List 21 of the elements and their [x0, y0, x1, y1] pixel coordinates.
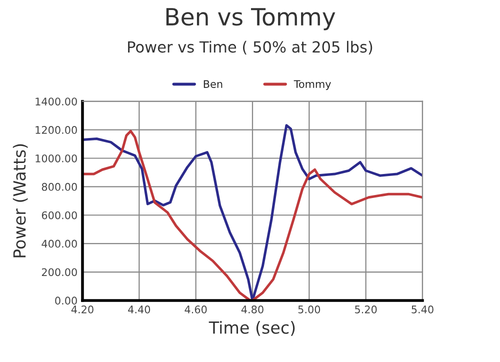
x-tick-label: 5.00	[298, 306, 320, 314]
x-axis-title: Time (sec)	[208, 320, 295, 336]
chart-title: Ben vs Tommy	[166, 8, 336, 30]
legend-label: Tommy	[294, 80, 331, 90]
x-tick-label: 5.40	[412, 306, 434, 314]
x-tick-label: 4.40	[128, 306, 150, 314]
x-tick-label: 5.20	[355, 306, 377, 314]
y-tick-label: 1400.00	[36, 98, 77, 106]
x-tick-label: 4.20	[71, 306, 94, 314]
y-tick-label: 0.00	[55, 296, 77, 305]
y-tick-label: 800.00	[42, 182, 77, 191]
y-tick-label: 400.00	[42, 240, 77, 248]
y-tick-label: 600.00	[42, 211, 77, 220]
y-tick-label: 200.00	[42, 268, 77, 276]
y-axis-title: Power (Watts)	[12, 144, 28, 258]
x-tick-label: 4.80	[241, 306, 264, 314]
x-tick-label: 4.60	[184, 306, 207, 314]
chart-subtitle: Power vs Time ( 50% at 205 lbs)	[128, 40, 372, 55]
y-tick-label: 1200.00	[36, 126, 77, 134]
y-tick-label: 1000.00	[36, 154, 77, 162]
legend-label: Ben	[204, 80, 222, 88]
